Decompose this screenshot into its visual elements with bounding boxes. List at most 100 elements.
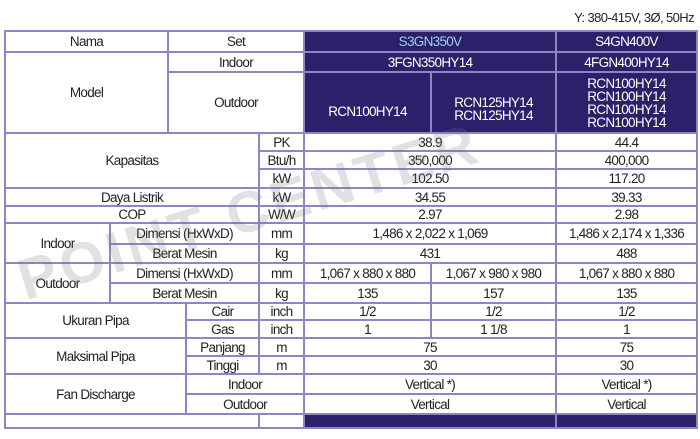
s3-value: 2.97: [303, 205, 558, 224]
table-row: Fan Discharge Indoor Vertical *) Vertica…: [4, 373, 699, 415]
voltage-note: Y: 380-415V, 3Ø, 50Hz: [574, 10, 695, 25]
s3a-value: 1: [303, 319, 433, 339]
unit: kW: [257, 168, 306, 189]
set-header: Set: [166, 30, 306, 53]
s4-value: 400,000: [555, 150, 699, 170]
s4-value: 1,486 x 2,174 x 1,336: [555, 222, 699, 245]
s4-outdoor-4: RCN100HY14: [587, 114, 666, 130]
s4-value: 135: [555, 282, 699, 304]
unit: PK: [257, 132, 306, 152]
tinggi-label: Tinggi: [185, 355, 260, 375]
table-row: Berat Mesin kg 431 488: [5, 243, 699, 264]
s3-value: 431: [303, 243, 558, 264]
s3a-value: 1/2: [303, 302, 433, 321]
s3-value: 38.9: [303, 132, 558, 152]
fan-indoor-label: Indoor: [184, 373, 306, 395]
unit: mm: [257, 262, 306, 284]
s4-indoor: 4FGN400HY14: [555, 51, 699, 73]
indoor-group-label: Indoor: [4, 222, 111, 264]
fan-outdoor-label: Outdoor: [184, 393, 306, 415]
table-row: kW 102.50 117.20: [5, 168, 699, 189]
table-row: Berat Mesin kg 135 157 135: [5, 282, 699, 304]
unit: kg: [257, 243, 306, 264]
ukuran-pipa-label: Ukuran Pipa: [4, 302, 187, 339]
table-row: Maksimal Pipa Panjang m 75 75: [4, 337, 699, 375]
kapasitas-label: Kapasitas: [4, 132, 260, 189]
berat-label: Berat Mesin: [109, 243, 260, 264]
s4-value: 30: [555, 355, 699, 375]
s3-indoor: 3FGN350HY14: [303, 51, 558, 73]
s4-outdoor: RCN100HY14 RCN100HY14 RCN100HY14 RCN100HY14: [555, 71, 699, 134]
panjang-label: Panjang: [185, 337, 260, 357]
table-row: Btu/h 350,000 400,000: [5, 150, 699, 170]
s3-value: 102.50: [303, 168, 558, 189]
table-row: Nama Set S3GN350V S4GN400V: [4, 30, 699, 53]
table-row: Outdoor RCN100HY14 RCN125HY14 RCN125HY14 …: [5, 71, 699, 134]
nama-header: Nama: [4, 30, 169, 53]
unit: W/W: [257, 205, 306, 224]
cair-label: Cair: [185, 302, 260, 321]
maksimal-pipa-label: Maksimal Pipa: [4, 337, 187, 375]
s3-value: 1,486 x 2,022 x 1,069: [303, 222, 558, 245]
cut-off-label: [4, 413, 260, 429]
s4-value: 2.98: [555, 205, 699, 224]
outdoor-label: Outdoor: [166, 71, 306, 134]
unit: inch: [257, 319, 306, 339]
s4-value: 75: [555, 337, 699, 357]
s4-value: 488: [555, 243, 699, 264]
s3b-value: 1 1/8: [430, 319, 558, 339]
indoor-label: Indoor: [166, 51, 306, 73]
s3a-value: 1,067 x 880 x 880: [303, 262, 433, 284]
cop-label: COP: [4, 205, 260, 224]
s3b-value: 157: [430, 282, 558, 304]
s3-value: Vertical *): [303, 373, 558, 395]
unit: Btu/h: [257, 150, 306, 170]
table-row: Kapasitas PK 38.9 44.4: [4, 132, 699, 189]
table-row: COP W/W 2.97 2.98: [4, 205, 699, 224]
table-row: Gas inch 1 1 1/8 1: [5, 319, 699, 339]
s3-outdoor-b-2: RCN125HY14: [454, 108, 533, 123]
gas-label: Gas: [185, 319, 260, 339]
fan-discharge-label: Fan Discharge: [4, 373, 187, 415]
table-row: Daya Listrik kW 34.55 39.33: [4, 187, 699, 207]
s3-value: Vertical: [303, 393, 558, 415]
table-row: Outdoor Vertical Vertical: [5, 393, 699, 415]
s3b-value: 1/2: [430, 302, 558, 321]
s3-set: S3GN350V: [303, 30, 558, 53]
s4-value: 117.20: [555, 168, 699, 189]
s4-outdoor-1: RCN100HY14: [587, 75, 666, 91]
unit: m: [257, 355, 306, 375]
table-row: Ukuran Pipa Cair inch 1/2 1/2 1/2: [4, 302, 699, 339]
unit: inch: [257, 302, 306, 321]
s3b-value: 1,067 x 980 x 980: [430, 262, 558, 284]
daya-label: Daya Listrik: [4, 187, 260, 207]
dimensi-label: Dimensi (HxWxD): [109, 222, 260, 245]
s3-outdoor-b-1: RCN125HY14: [454, 95, 533, 110]
s4-value: 44.4: [555, 132, 699, 152]
s4-value: 1/2: [555, 302, 699, 321]
s4-value: 39.33: [555, 187, 699, 207]
table-row: Outdoor Dimensi (HxWxD) mm 1,067 x 880 x…: [4, 262, 699, 304]
table-row-cut-off: [4, 413, 699, 429]
berat-label: Berat Mesin: [109, 282, 260, 304]
s3-value: 75: [303, 337, 558, 357]
dimensi-label: Dimensi (HxWxD): [109, 262, 260, 284]
table-row: Tinggi m 30 30: [5, 355, 699, 375]
spec-table: Nama Set S3GN350V S4GN400V Model Indoor …: [4, 30, 699, 429]
unit: mm: [257, 222, 306, 245]
outdoor-group-label: Outdoor: [4, 262, 111, 304]
cut-off-unit: [257, 413, 306, 429]
unit: m: [257, 337, 306, 357]
model-label: Model: [4, 51, 169, 134]
s4-set: S4GN400V: [555, 30, 699, 53]
s4-outdoor-2: RCN100HY14: [587, 88, 666, 104]
s4-outdoor-3: RCN100HY14: [587, 101, 666, 117]
s4-value: Vertical: [555, 393, 699, 415]
s3-value: 34.55: [303, 187, 558, 207]
unit: kg: [257, 282, 306, 304]
s3-outdoor-b: RCN125HY14 RCN125HY14: [430, 71, 558, 134]
cut-off-s4: [555, 413, 699, 429]
cut-off-s3: [303, 413, 558, 429]
s3a-value: 135: [303, 282, 433, 304]
s3-outdoor-a: RCN100HY14: [303, 71, 433, 134]
